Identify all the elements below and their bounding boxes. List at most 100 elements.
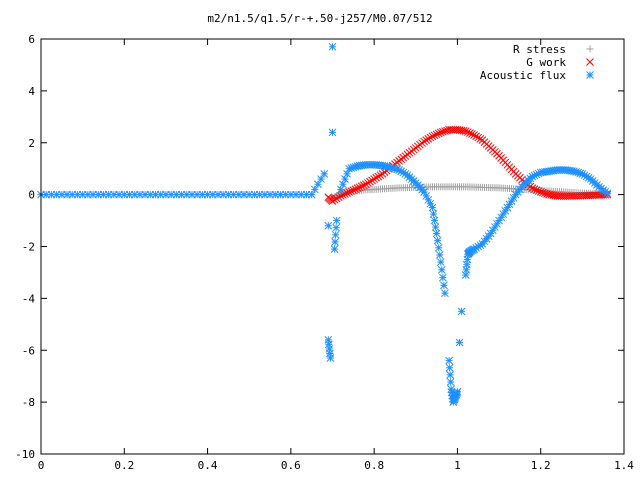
data-point <box>436 258 445 266</box>
data-point <box>347 187 356 195</box>
data-point <box>435 251 444 259</box>
data-point <box>310 185 319 194</box>
data-point <box>463 128 472 136</box>
data-point <box>538 188 547 197</box>
data-point <box>459 126 468 135</box>
data-point <box>430 131 439 140</box>
data-point <box>320 170 329 178</box>
plot-series <box>37 42 612 406</box>
data-point <box>439 273 447 282</box>
data-point <box>351 185 360 193</box>
data-point <box>439 127 447 136</box>
data-point <box>468 130 476 138</box>
data-point <box>532 186 541 194</box>
data-point <box>328 197 337 205</box>
data-point <box>433 236 442 245</box>
data-point <box>453 387 462 396</box>
data-point <box>461 127 470 135</box>
data-point <box>440 281 448 290</box>
y-tick-label: 4 <box>28 85 35 98</box>
y-tick-label: 2 <box>28 137 35 150</box>
data-point <box>355 183 364 192</box>
data-point <box>372 173 381 182</box>
data-point <box>332 216 341 225</box>
legend-label: G work <box>526 56 566 69</box>
data-point <box>528 184 537 192</box>
legend-marker <box>586 58 594 66</box>
data-point <box>324 221 333 230</box>
data-point <box>541 189 549 198</box>
data-point <box>434 129 443 138</box>
data-point <box>376 171 385 180</box>
data-point <box>332 223 340 232</box>
data-point <box>330 195 339 204</box>
x-tick-label: 0.8 <box>364 459 384 472</box>
data-point <box>441 127 449 135</box>
data-point <box>332 194 341 203</box>
data-point <box>466 129 474 137</box>
y-tick-label: -2 <box>22 241 35 254</box>
data-point <box>331 230 340 239</box>
data-point <box>536 188 545 196</box>
legend-label: Acoustic flux <box>480 69 566 82</box>
data-point <box>603 189 612 198</box>
data-point <box>370 175 378 183</box>
x-tick-label: 0.2 <box>114 459 134 472</box>
legend-marker <box>586 71 594 79</box>
y-tick-label: -8 <box>22 396 35 409</box>
data-point <box>534 187 543 195</box>
x-tick-label: 1 <box>454 459 461 472</box>
data-point <box>326 354 335 362</box>
x-tick-label: 1.2 <box>531 459 551 472</box>
data-point <box>366 177 374 186</box>
data-point <box>445 356 453 365</box>
data-point <box>420 137 428 146</box>
data-point <box>353 184 362 192</box>
legend-label: R stress <box>513 43 566 56</box>
y-tick-label: -6 <box>22 344 35 357</box>
data-point <box>441 289 449 298</box>
data-point <box>349 186 358 194</box>
data-point <box>331 238 339 246</box>
data-point <box>428 203 437 212</box>
data-point <box>424 135 433 143</box>
data-point <box>429 210 438 218</box>
data-point <box>436 128 445 137</box>
y-tick-label: 0 <box>28 189 35 202</box>
legend-marker <box>586 45 594 53</box>
y-tick-label: -4 <box>22 292 36 305</box>
data-point <box>364 179 372 187</box>
data-point <box>334 193 343 202</box>
data-point <box>431 223 440 231</box>
data-point <box>374 172 383 181</box>
data-point <box>434 243 443 252</box>
data-point <box>432 130 441 139</box>
y-tick-label: -10 <box>15 448 35 461</box>
data-point <box>472 132 481 141</box>
data-point <box>328 42 337 51</box>
axes: 0 0.2 0.4 0.6 0.8 1 1.2 1.4 -10 -8 -6 -4 -2 0 2 4 6 <box>15 33 634 472</box>
plot-frame <box>40 38 625 455</box>
data-point <box>437 265 446 274</box>
data-point <box>445 363 454 372</box>
data-point <box>336 192 345 200</box>
x-tick-label: 0 <box>38 459 45 472</box>
data-point <box>368 176 376 185</box>
data-point <box>476 135 485 143</box>
x-tick-label: 0.6 <box>281 459 301 472</box>
data-point <box>530 185 539 193</box>
data-point <box>430 216 439 225</box>
data-point <box>328 128 337 137</box>
data-point <box>446 371 454 379</box>
data-point <box>432 229 441 238</box>
data-point <box>428 132 437 141</box>
x-tick-label: 1.4 <box>614 459 634 472</box>
data-point <box>422 136 431 145</box>
data-point <box>343 189 351 197</box>
data-point <box>457 307 466 316</box>
series-2 <box>37 42 612 406</box>
data-point <box>474 133 483 142</box>
y-tick-label: 6 <box>28 33 35 46</box>
